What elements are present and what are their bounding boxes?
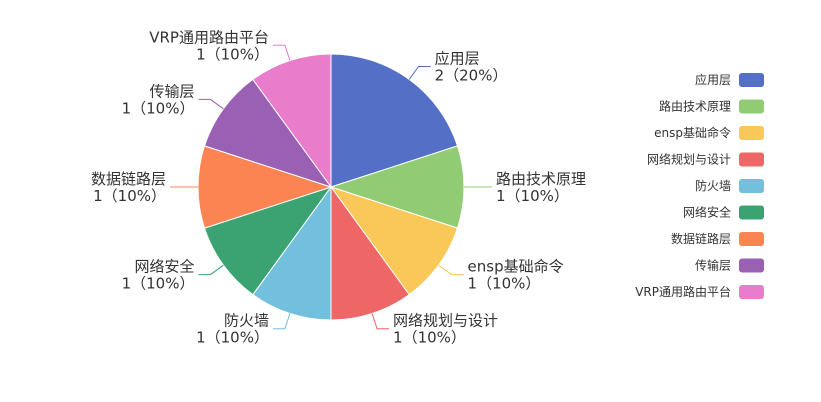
legend-swatch-8[interactable]: [739, 285, 764, 299]
pie-slice-1[interactable]: [329, 145, 465, 229]
slice-label-name-8: VRP通用路由平台: [149, 28, 269, 46]
pie-slice-5[interactable]: [203, 186, 333, 296]
pie-slice-3[interactable]: [330, 185, 410, 321]
slice-label-name-2: ensp基础命令: [468, 258, 564, 276]
slice-label-value-0: 2（20%）: [435, 66, 508, 84]
legend-swatch-1[interactable]: [739, 99, 764, 114]
slice-label-value-6: 1（10%）: [93, 187, 166, 205]
slice-label-name-1: 路由技术原理: [496, 170, 586, 188]
slice-label-value-1: 1（10%）: [496, 187, 569, 205]
label-line-7: [198, 98, 224, 110]
legend-item-1[interactable]: 路由技术原理: [659, 99, 764, 114]
label-line-4: [272, 313, 291, 330]
slice-label-value-4: 1（10%）: [196, 329, 269, 347]
legend-item-3[interactable]: 网络规划与设计: [647, 152, 764, 167]
legend-label-0[interactable]: 应用层: [695, 72, 731, 87]
slice-label-value-3: 1（10%）: [393, 329, 466, 347]
label-line-3: [371, 313, 390, 330]
slice-label-name-3: 网络规划与设计: [393, 312, 498, 330]
legend-item-6[interactable]: 数据链路层: [671, 231, 764, 246]
label-line-8: [272, 44, 291, 61]
legend-swatch-5[interactable]: [739, 205, 764, 220]
legend-swatch-4[interactable]: [739, 179, 764, 193]
legend-swatch-0[interactable]: [739, 73, 764, 87]
legend-item-0[interactable]: 应用层: [695, 72, 764, 87]
slice-label-name-5: 网络安全: [134, 258, 194, 276]
legend-item-2[interactable]: ensp基础命令: [654, 125, 764, 140]
legend-label-7[interactable]: 传输层: [695, 258, 731, 273]
legend-label-1[interactable]: 路由技术原理: [659, 99, 731, 114]
legend-item-5[interactable]: 网络安全: [683, 205, 764, 220]
pie-slices: [197, 53, 465, 321]
slice-label-name-0: 应用层: [435, 49, 480, 67]
legend-label-5[interactable]: 网络安全: [683, 205, 731, 220]
slice-label-name-7: 传输层: [149, 82, 194, 100]
legend-label-6[interactable]: 数据链路层: [671, 231, 731, 246]
pie-labels: 应用层2（20%）路由技术原理1（10%）ensp基础命令1（10%）网络规划与…: [91, 28, 586, 346]
pie-slice-6[interactable]: [197, 145, 333, 229]
legend-label-3[interactable]: 网络规划与设计: [647, 152, 731, 167]
slice-label-value-8: 1（10%）: [196, 45, 269, 63]
legend-label-8[interactable]: VRP通用路由平台: [635, 284, 731, 299]
pie-slice-7[interactable]: [203, 78, 333, 188]
slice-label-name-6: 数据链路层: [91, 170, 166, 188]
label-line-2: [438, 264, 464, 276]
label-line-5: [198, 264, 224, 276]
legend-item-8[interactable]: VRP通用路由平台: [635, 284, 764, 299]
legend-swatch-2[interactable]: [739, 126, 764, 140]
slice-label-value-5: 1（10%）: [122, 275, 195, 293]
legend-item-4[interactable]: 防火墙: [695, 178, 764, 193]
slice-label-value-2: 1（10%）: [468, 275, 541, 293]
pie-slice-8[interactable]: [252, 53, 332, 189]
label-line-0: [408, 65, 431, 80]
legend-swatch-3[interactable]: [739, 152, 764, 167]
legend-label-2[interactable]: ensp基础命令: [654, 125, 731, 140]
legend-item-7[interactable]: 传输层: [695, 258, 764, 273]
legend-label-4[interactable]: 防火墙: [695, 178, 731, 193]
slice-label-name-4: 防火墙: [224, 312, 269, 330]
legend-swatch-6[interactable]: [739, 232, 764, 246]
pie-slice-2[interactable]: [329, 186, 459, 296]
pie-slice-4[interactable]: [252, 185, 332, 321]
legend-swatch-7[interactable]: [739, 258, 764, 273]
slice-label-value-7: 1（10%）: [122, 99, 195, 117]
